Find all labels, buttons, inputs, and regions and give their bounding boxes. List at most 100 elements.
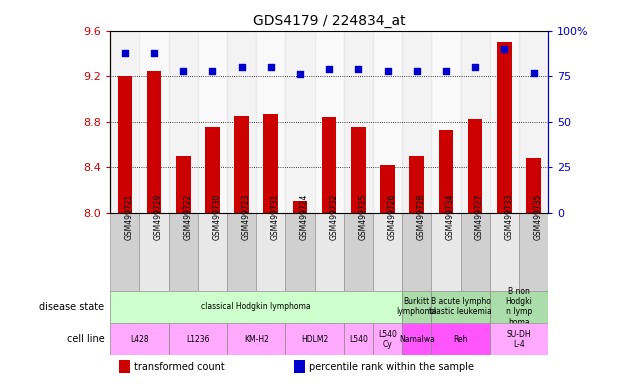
Text: L540: L540 [349,335,368,344]
Point [412,68,422,74]
Bar [285,323,344,356]
Bar [432,323,490,356]
Title: GDS4179 / 224834_at: GDS4179 / 224834_at [253,14,406,28]
Point [324,66,334,72]
Bar [402,213,432,291]
Point [149,50,159,56]
Bar [110,31,139,213]
Point [295,71,305,78]
Text: GSM499731: GSM499731 [271,193,280,240]
Point [529,70,539,76]
Bar [432,31,461,213]
Bar [432,291,490,323]
Bar [119,361,130,373]
Bar [294,361,305,373]
Bar [110,323,169,356]
Bar [205,127,220,213]
Bar [438,130,453,213]
Text: disease state: disease state [39,302,105,312]
Bar [198,213,227,291]
Text: percentile rank within the sample: percentile rank within the sample [309,362,474,372]
Bar [285,31,314,213]
Point [500,46,510,52]
Bar [147,71,161,213]
Text: KM-H2: KM-H2 [244,335,268,344]
Text: GSM499726: GSM499726 [387,193,396,240]
Bar [234,116,249,213]
Bar [344,31,373,213]
Bar [314,31,344,213]
Bar [402,31,432,213]
Text: GSM499725: GSM499725 [358,193,367,240]
Text: GSM499732: GSM499732 [329,193,338,240]
Bar [169,323,227,356]
Bar [381,165,395,213]
Point [178,68,188,74]
Bar [373,31,402,213]
Bar [169,31,198,213]
Text: GSM499733: GSM499733 [505,193,513,240]
Text: GSM499724: GSM499724 [300,193,309,240]
Bar [285,213,314,291]
Bar [402,291,432,323]
Bar [118,76,132,213]
Point [266,64,276,70]
Bar [402,323,432,356]
Bar [468,119,483,213]
Bar [519,31,548,213]
Text: GSM499734: GSM499734 [446,193,455,240]
Point [441,68,451,74]
Bar [373,213,402,291]
Text: classical Hodgkin lymphoma: classical Hodgkin lymphoma [202,302,311,311]
Bar [344,213,373,291]
Text: GSM499723: GSM499723 [242,193,251,240]
Bar [373,323,402,356]
Text: SU-DH
L-4: SU-DH L-4 [507,329,531,349]
Text: B acute lympho
blastic leukemia: B acute lympho blastic leukemia [429,297,492,316]
Text: HDLM2: HDLM2 [301,335,328,344]
Bar [526,158,541,213]
Bar [490,31,519,213]
Bar [490,213,519,291]
Bar [461,31,490,213]
Bar [263,114,278,213]
Text: GSM499727: GSM499727 [475,193,484,240]
Bar [351,127,365,213]
Bar [490,291,548,323]
Text: GSM499721: GSM499721 [125,194,134,240]
Point [120,50,130,56]
Bar [110,291,402,323]
Point [382,68,392,74]
Bar [227,213,256,291]
Text: GSM499728: GSM499728 [417,194,426,240]
Bar [461,213,490,291]
Text: L1236: L1236 [186,335,210,344]
Bar [497,42,512,213]
Bar [139,31,169,213]
Text: B non
Hodgki
n lymp
homa: B non Hodgki n lymp homa [505,287,532,327]
Bar [169,213,198,291]
Bar [227,31,256,213]
Bar [519,213,548,291]
Bar [110,213,139,291]
Text: Namalwa: Namalwa [399,335,435,344]
Text: L540
Cy: L540 Cy [378,329,397,349]
Point [207,68,217,74]
Text: GSM499730: GSM499730 [212,193,221,240]
Text: cell line: cell line [67,334,105,344]
Bar [314,213,344,291]
Bar [139,213,169,291]
Point [470,64,480,70]
Bar [256,31,285,213]
Text: transformed count: transformed count [134,362,225,372]
Bar [198,31,227,213]
Point [353,66,364,72]
Text: Burkitt
lymphoma: Burkitt lymphoma [396,297,437,316]
Bar [293,201,307,213]
Bar [256,213,285,291]
Text: L428: L428 [130,335,149,344]
Bar [176,156,190,213]
Bar [432,213,461,291]
Bar [322,117,336,213]
Point [237,64,247,70]
